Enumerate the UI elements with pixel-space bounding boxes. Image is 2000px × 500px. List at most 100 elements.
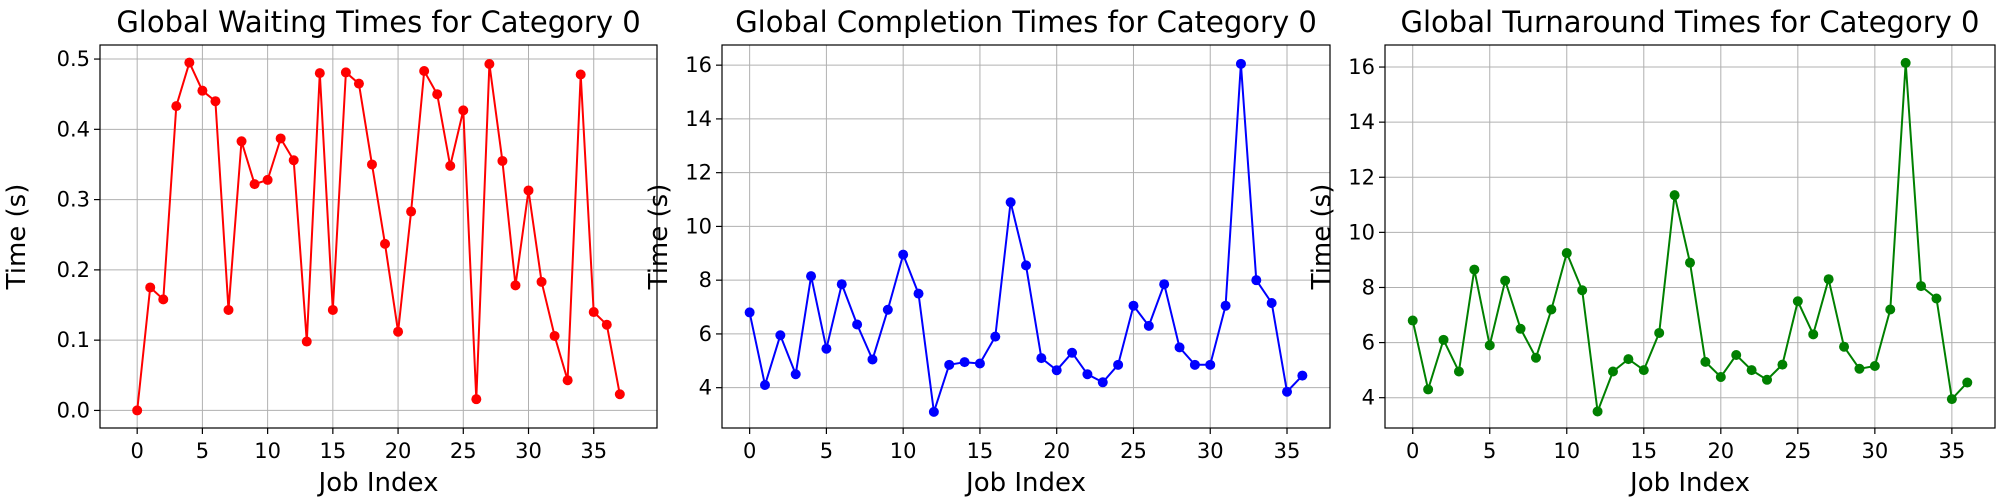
y-tick-label: 0.2 [57, 258, 90, 282]
x-tick-label: 25 [1784, 439, 1811, 463]
data-point [145, 282, 156, 293]
data-point [1097, 377, 1108, 388]
data-point [132, 405, 143, 416]
x-tick-label: 20 [1707, 439, 1734, 463]
data-point [1839, 341, 1850, 352]
data-point [497, 155, 508, 166]
data-point [171, 101, 182, 112]
data-point [419, 66, 430, 77]
data-point [913, 288, 924, 299]
data-point [1916, 281, 1927, 292]
data-point [1808, 329, 1819, 340]
data-point [1669, 190, 1680, 201]
x-tick-label: 15 [1630, 439, 1657, 463]
x-tick-label: 35 [1939, 439, 1966, 463]
data-point [882, 304, 893, 315]
x-tick-label: 30 [1197, 439, 1224, 463]
y-tick-label: 0.3 [57, 188, 90, 212]
data-point [236, 136, 247, 147]
x-tick-label: 35 [580, 439, 607, 463]
data-point [1036, 353, 1047, 364]
data-point [790, 369, 801, 380]
x-tick-label: 10 [890, 439, 917, 463]
data-point [197, 85, 208, 96]
chart-title: Global Waiting Times for Category 0 [116, 5, 640, 39]
series-line [748, 63, 1304, 413]
series-line [1411, 62, 1969, 412]
data-point [523, 185, 534, 196]
data-point [1051, 365, 1062, 376]
data-point [353, 78, 364, 89]
data-point [1113, 359, 1124, 370]
data-point [1685, 257, 1695, 268]
data-point [1220, 300, 1231, 311]
data-point [821, 343, 832, 354]
y-axis-label: Time (s) [644, 184, 674, 291]
data-point [836, 279, 847, 290]
chart-panel-2: 0 5 10 15 20 25 30 35 4 6 8 10 12 14 16 Global Turnarou… [1307, 5, 1996, 498]
data-point [959, 357, 970, 368]
y-tick-label: 0.1 [57, 328, 90, 352]
data-point [301, 336, 312, 347]
data-point [588, 307, 599, 318]
data-point [1715, 372, 1726, 383]
data-point [1407, 315, 1418, 326]
data-point [1282, 386, 1293, 397]
plot-frame [99, 44, 658, 429]
data-point [744, 307, 755, 318]
data-point [1453, 366, 1464, 377]
data-point [1174, 342, 1185, 353]
x-tick-label: 10 [1553, 439, 1580, 463]
data-point [1235, 58, 1246, 69]
data-point [184, 57, 195, 68]
data-point [1438, 334, 1449, 345]
data-point [510, 280, 521, 291]
y-tick-label: 6 [1362, 331, 1375, 355]
data-point [1189, 359, 1200, 370]
data-point [1869, 361, 1880, 372]
chart-title: Global Turnaround Times for Category 0 [1401, 5, 1980, 39]
data-point [314, 68, 325, 79]
x-tick-label: 30 [515, 439, 542, 463]
y-tick-label: 4 [1362, 386, 1375, 410]
x-tick-label: 15 [967, 439, 994, 463]
data-point [1638, 365, 1649, 376]
data-point [1792, 296, 1803, 307]
data-point [393, 326, 404, 337]
x-tick-label: 35 [1274, 439, 1301, 463]
y-tick-label: 14 [1348, 110, 1375, 134]
data-point [1561, 248, 1572, 259]
data-point [471, 394, 482, 405]
data-point [990, 331, 1001, 342]
data-point [327, 304, 338, 315]
data-point [380, 238, 391, 249]
data-point [1854, 363, 1865, 374]
chart-title: Global Completion Times for Category 0 [735, 5, 1317, 39]
data-point [1700, 356, 1711, 367]
data-point [1823, 274, 1834, 285]
y-tick-label: 4 [699, 376, 712, 400]
y-axis-label: Time (s) [2, 184, 32, 291]
data-point [1515, 323, 1526, 334]
data-point [898, 249, 909, 260]
plot-frame [721, 44, 1331, 429]
y-tick-label: 16 [685, 53, 712, 77]
data-point [1423, 384, 1434, 395]
data-point [210, 96, 221, 107]
data-point [1266, 298, 1277, 309]
data-point [867, 354, 878, 365]
chart-panel-0: 0 5 10 15 20 25 30 35 0.0 0.1 0.2 0.3 0.4 0.5 Global W… [2, 5, 658, 498]
series-line [136, 59, 621, 411]
data-point [1762, 374, 1773, 385]
data-point [484, 58, 495, 69]
y-tick-label: 0.4 [57, 117, 90, 141]
data-point [1297, 370, 1308, 381]
data-point [944, 359, 955, 370]
data-point [1746, 365, 1757, 376]
data-point [406, 206, 417, 217]
y-tick-label: 16 [1348, 55, 1375, 79]
x-tick-label: 25 [450, 439, 477, 463]
data-point [458, 105, 469, 116]
data-point [1931, 293, 1942, 304]
